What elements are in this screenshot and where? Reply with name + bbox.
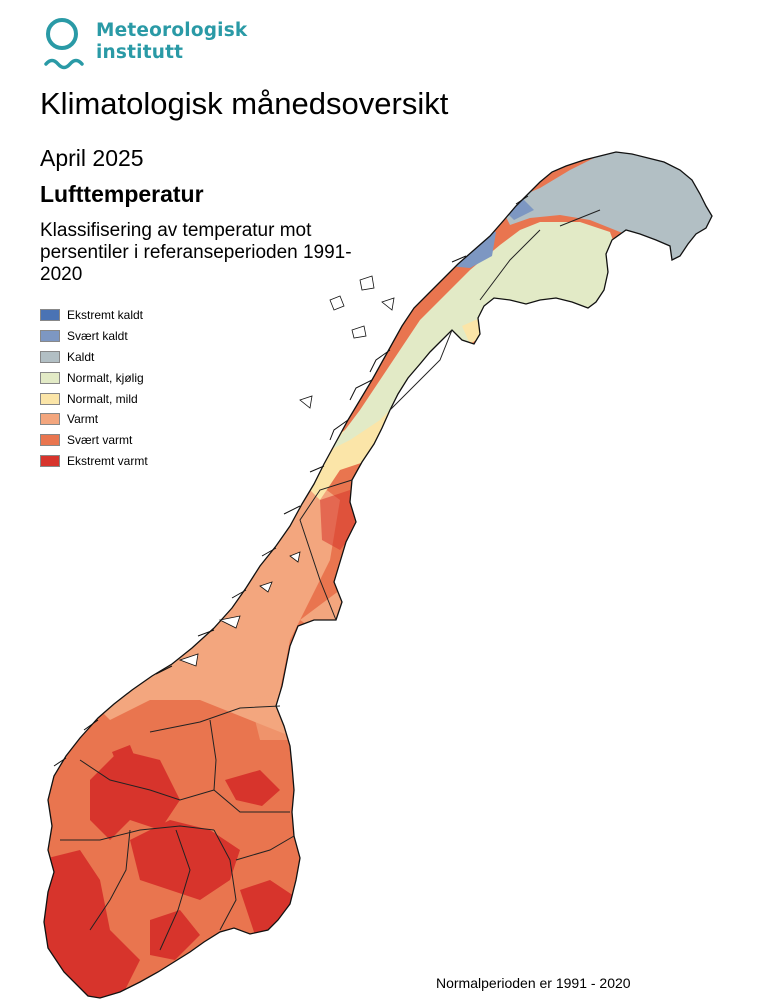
legend-label: Normalt, kjølig bbox=[67, 370, 144, 385]
page-title: Klimatologisk månedsoversikt bbox=[40, 86, 449, 121]
logo-wordmark: Meteorologisk institutt bbox=[96, 20, 247, 64]
legend-item-ekstremt-kaldt: Ekstremt kaldt bbox=[40, 305, 148, 326]
legend-swatch bbox=[40, 350, 60, 363]
met-logo[interactable]: Meteorologisk institutt bbox=[44, 16, 247, 76]
legend-item-varmt: Varmt bbox=[40, 409, 148, 430]
legend-item-svaert-kaldt: Svært kaldt bbox=[40, 326, 148, 347]
variable-label: Lufttemperatur bbox=[40, 181, 204, 207]
classification-description: Klassifisering av temperatur mot persent… bbox=[40, 220, 352, 285]
legend-swatch bbox=[40, 434, 60, 447]
legend-label: Svært varmt bbox=[67, 433, 133, 448]
legend-item-kaldt: Kaldt bbox=[40, 347, 148, 368]
legend-swatch bbox=[40, 309, 60, 322]
legend: Ekstremt kaldt Svært kaldt Kaldt Normalt… bbox=[40, 305, 148, 471]
legend-label: Normalt, mild bbox=[67, 391, 138, 406]
legend-label: Ekstremt kaldt bbox=[67, 308, 144, 323]
legend-label: Varmt bbox=[67, 412, 99, 427]
reference-period-note: Normalperioden er 1991 - 2020 bbox=[436, 975, 631, 991]
legend-swatch bbox=[40, 392, 60, 405]
met-logo-icon bbox=[44, 18, 84, 70]
legend-swatch bbox=[40, 413, 60, 426]
legend-swatch bbox=[40, 454, 60, 467]
legend-label: Kaldt bbox=[67, 349, 95, 364]
legend-item-normalt-mild: Normalt, mild bbox=[40, 388, 148, 409]
legend-item-normalt-kjolig: Normalt, kjølig bbox=[40, 367, 148, 388]
legend-swatch bbox=[40, 371, 60, 384]
legend-label: Svært kaldt bbox=[67, 329, 128, 344]
logo-line-2: institutt bbox=[96, 42, 184, 63]
legend-swatch bbox=[40, 330, 60, 343]
legend-label: Ekstremt varmt bbox=[67, 453, 148, 468]
legend-item-ekstremt-varmt: Ekstremt varmt bbox=[40, 451, 148, 472]
period-label: April 2025 bbox=[40, 145, 144, 171]
logo-line-1: Meteorologisk bbox=[96, 20, 248, 41]
legend-item-svaert-varmt: Svært varmt bbox=[40, 430, 148, 451]
